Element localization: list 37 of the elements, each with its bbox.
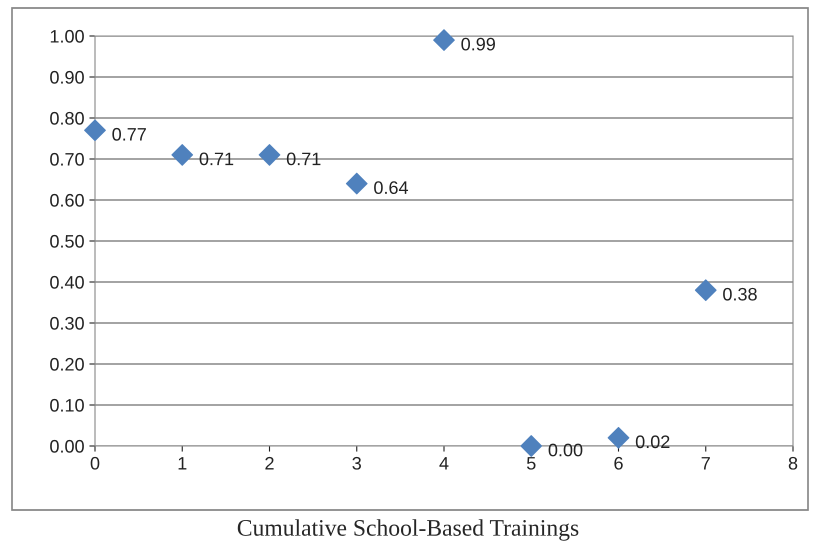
- y-tick-label: 0.50: [50, 234, 84, 248]
- point: [346, 172, 368, 194]
- x-tick-label: 5: [526, 457, 536, 470]
- x-tick-label: 0: [90, 456, 100, 470]
- data-label: 0.38: [723, 288, 757, 301]
- x-tick-label: 1: [178, 457, 186, 470]
- data-label: 0.00: [548, 444, 582, 456]
- data-label: 0.71: [200, 152, 234, 166]
- x-tick-label: 3: [352, 456, 361, 470]
- data-label: 0.99: [461, 38, 495, 50]
- point: [694, 279, 717, 302]
- point: [258, 144, 280, 166]
- y-tick-label: 0.60: [50, 194, 84, 207]
- point: [608, 426, 630, 449]
- y-tick-label: 0.40: [50, 276, 84, 289]
- x-tick-label: 8: [788, 456, 798, 470]
- data-label: 0.77: [112, 128, 146, 141]
- point: [433, 29, 455, 51]
- x-tick-label: 4: [439, 457, 448, 470]
- y-tick-label: 0.20: [50, 358, 84, 371]
- y-tick-label: 0.30: [50, 316, 84, 330]
- point: [520, 435, 542, 457]
- x-axis-title: Cumulative School-Based Trainings: [238, 519, 578, 541]
- y-tick-label: 0.90: [50, 70, 84, 84]
- x-tick-label: 2: [265, 456, 274, 470]
- y-tick-label: 0.80: [50, 112, 84, 125]
- data-label: 0.02: [636, 435, 670, 448]
- y-tick-label: 1.00: [50, 30, 84, 43]
- x-tick-label: 7: [702, 457, 710, 470]
- y-tick-label: 0.00: [50, 440, 84, 453]
- point: [84, 119, 106, 142]
- data-label: 0.64: [374, 181, 408, 194]
- y-tick-label: 0.10: [50, 398, 84, 412]
- y-tick-label: 0.70: [50, 152, 84, 166]
- data-label: 0.71: [286, 152, 320, 166]
- point: [171, 144, 194, 166]
- x-tick-label: 6: [614, 456, 623, 470]
